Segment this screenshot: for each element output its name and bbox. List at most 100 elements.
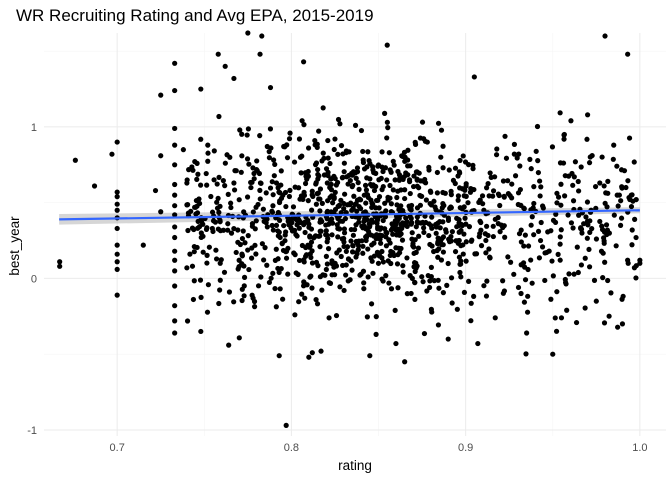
data-point bbox=[524, 309, 531, 315]
data-point bbox=[463, 193, 469, 199]
data-point bbox=[371, 187, 378, 194]
data-point bbox=[408, 206, 414, 212]
data-point bbox=[261, 257, 267, 263]
data-point bbox=[283, 255, 290, 261]
data-point bbox=[572, 159, 579, 165]
data-point bbox=[301, 259, 307, 265]
data-point bbox=[387, 195, 393, 201]
data-point bbox=[445, 336, 451, 342]
data-point bbox=[172, 60, 178, 66]
data-point bbox=[529, 280, 535, 286]
data-point bbox=[429, 309, 435, 315]
data-point bbox=[172, 212, 178, 218]
data-point bbox=[524, 330, 530, 336]
data-point bbox=[354, 208, 360, 214]
data-point bbox=[283, 422, 289, 428]
data-point bbox=[375, 260, 382, 266]
chart-title: WR Recruiting Rating and Avg EPA, 2015-2… bbox=[16, 6, 374, 25]
data-point bbox=[333, 312, 340, 319]
data-point bbox=[349, 249, 356, 255]
data-point bbox=[217, 228, 224, 234]
data-point bbox=[315, 171, 321, 178]
data-point bbox=[278, 168, 284, 174]
data-point bbox=[402, 359, 408, 365]
data-point bbox=[355, 247, 361, 253]
data-point bbox=[486, 246, 492, 252]
data-point bbox=[323, 228, 329, 234]
data-point bbox=[631, 159, 637, 165]
data-point bbox=[248, 255, 255, 261]
data-point bbox=[439, 235, 445, 242]
data-point bbox=[487, 170, 493, 176]
data-point bbox=[216, 209, 222, 215]
data-point bbox=[361, 286, 367, 292]
data-point bbox=[388, 248, 394, 255]
data-point bbox=[233, 249, 239, 256]
data-point bbox=[490, 223, 496, 229]
data-point bbox=[427, 188, 433, 194]
data-point bbox=[423, 197, 429, 203]
data-point bbox=[226, 342, 232, 348]
data-point bbox=[377, 236, 383, 242]
data-point bbox=[225, 221, 231, 227]
data-point bbox=[324, 216, 330, 222]
data-point bbox=[372, 214, 379, 220]
data-point bbox=[568, 118, 574, 124]
data-point bbox=[329, 258, 335, 264]
data-point bbox=[493, 152, 500, 158]
data-point bbox=[408, 215, 414, 222]
data-point bbox=[263, 190, 269, 196]
data-point bbox=[91, 183, 98, 189]
data-point bbox=[241, 274, 248, 280]
data-point bbox=[268, 275, 274, 281]
data-point bbox=[384, 119, 390, 125]
data-point bbox=[438, 257, 445, 263]
data-point bbox=[500, 290, 506, 296]
data-point bbox=[206, 244, 212, 250]
data-point bbox=[440, 290, 446, 296]
data-point bbox=[390, 187, 396, 193]
data-point bbox=[402, 187, 408, 193]
data-point bbox=[266, 279, 273, 286]
data-point bbox=[477, 197, 483, 203]
data-point bbox=[211, 177, 217, 183]
data-point bbox=[557, 241, 563, 247]
data-point bbox=[273, 304, 279, 310]
data-point bbox=[409, 230, 415, 236]
data-point bbox=[317, 208, 323, 214]
data-point bbox=[299, 118, 305, 124]
data-point bbox=[440, 165, 446, 171]
data-point bbox=[319, 200, 325, 206]
data-point bbox=[435, 239, 441, 245]
data-point bbox=[379, 149, 385, 155]
data-point bbox=[558, 202, 564, 208]
data-point bbox=[348, 226, 354, 233]
data-point bbox=[633, 234, 639, 241]
data-point bbox=[386, 280, 392, 286]
data-point bbox=[500, 224, 506, 231]
data-point bbox=[305, 198, 311, 204]
data-point bbox=[434, 247, 440, 254]
data-point bbox=[448, 188, 454, 194]
data-point bbox=[358, 127, 365, 134]
data-point bbox=[285, 271, 291, 277]
data-point bbox=[331, 146, 337, 153]
data-point bbox=[421, 225, 427, 231]
data-point bbox=[494, 146, 500, 152]
data-point bbox=[291, 159, 298, 165]
data-point bbox=[276, 189, 282, 195]
data-point bbox=[394, 261, 401, 267]
data-point bbox=[501, 193, 507, 199]
data-point bbox=[568, 220, 575, 226]
data-point bbox=[414, 176, 420, 182]
data-point bbox=[477, 231, 483, 237]
data-point bbox=[269, 222, 275, 229]
data-point bbox=[213, 247, 219, 253]
data-point bbox=[470, 166, 476, 172]
data-point bbox=[395, 188, 401, 194]
data-point bbox=[625, 51, 631, 57]
data-point bbox=[313, 297, 319, 303]
data-point bbox=[416, 233, 422, 239]
data-point bbox=[415, 245, 422, 251]
